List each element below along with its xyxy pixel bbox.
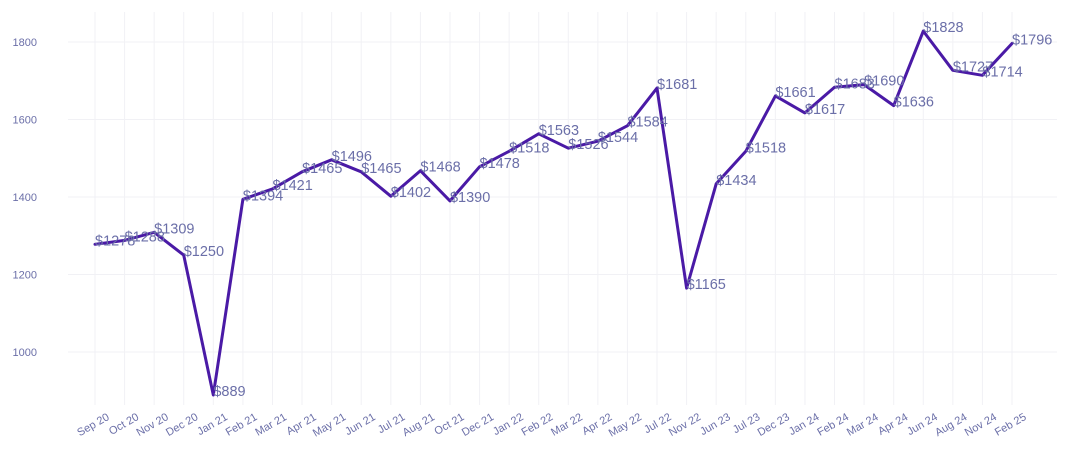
x-tick-label: Dec 21 — [460, 411, 496, 439]
y-tick-label: 1000 — [13, 347, 37, 359]
data-label: $1250 — [184, 244, 224, 260]
data-label: $1714 — [982, 64, 1022, 80]
data-label: $1617 — [805, 102, 845, 118]
x-tick-label: Nov 22 — [667, 411, 703, 439]
data-label: $1544 — [598, 130, 638, 146]
data-label: $1496 — [332, 149, 372, 165]
data-label: $1681 — [657, 77, 697, 93]
x-tick-label: May 21 — [311, 411, 348, 439]
x-tick-label: Aug 24 — [933, 411, 969, 439]
y-tick-label: 1200 — [13, 270, 37, 282]
data-label: $1434 — [716, 173, 756, 189]
x-tick-label: Jan 24 — [787, 411, 822, 438]
data-label: $1661 — [775, 85, 815, 101]
data-label: $1288 — [125, 229, 165, 245]
x-tick-label: Oct 21 — [432, 411, 466, 438]
data-label: $1390 — [450, 190, 490, 206]
data-label: $1518 — [509, 140, 549, 156]
y-tick-label: 1400 — [13, 192, 37, 204]
data-label: $1309 — [154, 221, 194, 237]
x-tick-label: May 22 — [607, 411, 644, 439]
data-labels: $1278$1288$1309$1250$889$1394$1421$1465$… — [95, 20, 1052, 400]
x-tick-label: Nov 24 — [963, 411, 999, 439]
data-label: $1636 — [894, 95, 934, 111]
data-label: $1165 — [687, 277, 726, 293]
data-label: $1796 — [1012, 33, 1052, 49]
x-tick-label: Oct 20 — [107, 411, 141, 438]
x-tick-label: Apr 24 — [876, 411, 910, 438]
data-label: $1683 — [835, 76, 875, 92]
x-tick-label: Dec 23 — [756, 411, 792, 439]
data-label: $1278 — [95, 233, 135, 249]
x-tick-label: Mar 21 — [253, 411, 289, 439]
x-tick-label: Aug 21 — [401, 411, 437, 439]
x-tick-label: Jan 22 — [491, 411, 526, 438]
y-tick-label: 1600 — [13, 115, 37, 127]
data-label: $1563 — [539, 123, 579, 139]
x-tick-label: Jun 24 — [905, 411, 940, 438]
data-label: $1526 — [568, 137, 608, 153]
x-tick-label: Mar 24 — [845, 411, 881, 439]
x-tick-label: Jan 21 — [195, 411, 230, 438]
data-label: $1828 — [923, 20, 963, 36]
y-tick-label: 1800 — [13, 37, 37, 49]
y-axis: 1000 1200 1400 1600 1800 — [13, 37, 37, 359]
x-tick-label: Jun 23 — [698, 411, 733, 438]
x-tick-label: Jun 21 — [343, 411, 378, 438]
data-label: $1421 — [272, 178, 312, 194]
data-label: $1394 — [243, 188, 283, 204]
x-tick-label: Sep 20 — [75, 411, 111, 439]
data-label: $1727 — [953, 59, 993, 75]
data-label: $1518 — [746, 140, 786, 156]
data-label: $1465 — [302, 161, 342, 177]
data-label: $1690 — [864, 74, 904, 90]
data-label: $1584 — [627, 115, 667, 131]
x-tick-label: Feb 25 — [993, 411, 1029, 439]
x-tick-label: Feb 24 — [815, 411, 851, 439]
data-label: $889 — [213, 384, 245, 400]
x-tick-label: Feb 22 — [520, 411, 556, 439]
x-tick-label: Feb 21 — [224, 411, 260, 439]
x-tick-label: Dec 20 — [164, 411, 200, 439]
grid — [68, 12, 1057, 405]
data-label: $1478 — [480, 156, 520, 172]
x-tick-label: Mar 22 — [549, 411, 585, 439]
data-label: $1465 — [361, 161, 401, 177]
data-label: $1402 — [391, 185, 431, 201]
x-tick-label: Nov 20 — [134, 411, 170, 439]
series-line — [93, 29, 1014, 397]
data-label: $1468 — [420, 160, 460, 176]
